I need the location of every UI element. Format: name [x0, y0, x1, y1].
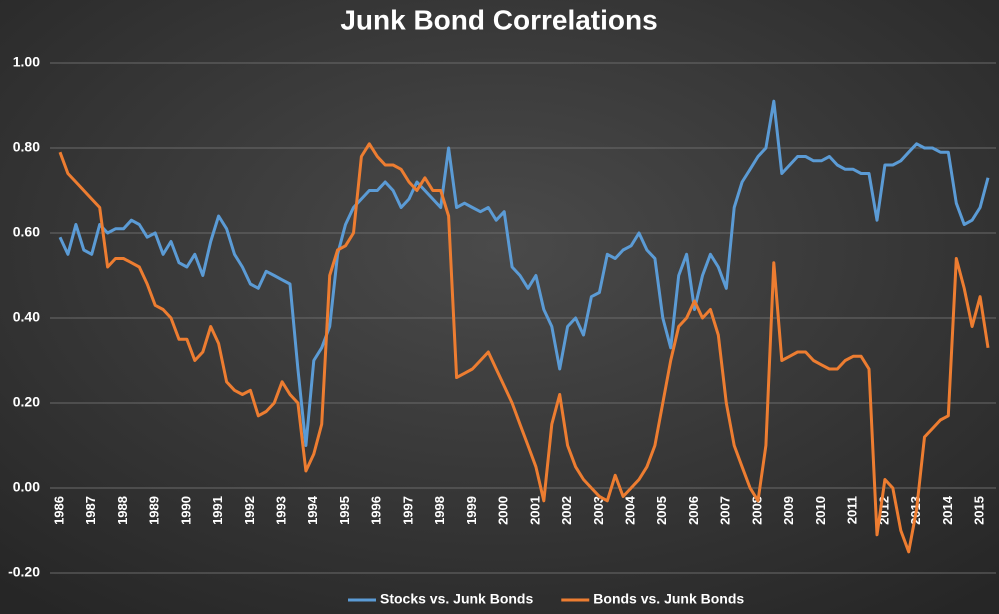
chart-title: Junk Bond Correlations: [340, 4, 657, 35]
x-tick-label: 2004: [623, 495, 638, 525]
x-tick-label: 2015: [972, 496, 987, 525]
y-tick-label: 0.80: [13, 139, 40, 155]
x-tick-label: 2011: [845, 496, 860, 524]
legend: Stocks vs. Junk Bonds Bonds vs. Junk Bond…: [348, 591, 744, 607]
y-tick-label: 0.60: [13, 224, 40, 240]
x-tick-label: 2003: [591, 496, 606, 525]
x-tick-label: 2001: [527, 496, 542, 525]
x-tick-label: 2005: [654, 496, 669, 525]
x-tick-label: 2014: [940, 495, 955, 525]
x-tick-label: 2010: [813, 496, 828, 525]
y-tick-label: -0.20: [8, 564, 40, 580]
x-tick-label: 2008: [749, 496, 764, 525]
series-line: [58, 99, 990, 447]
x-tick-label: 1995: [337, 496, 352, 525]
x-tick-label: 1996: [369, 496, 384, 525]
x-tick-label: 2002: [559, 496, 574, 525]
y-tick-label: 1.00: [13, 54, 40, 70]
x-tick-label: 2009: [781, 496, 796, 525]
x-tick-label: 1987: [83, 496, 98, 525]
y-tick-label: 0.40: [13, 309, 40, 325]
x-tick-label: 2000: [496, 496, 511, 525]
x-tick-label: 1997: [400, 496, 415, 525]
y-tick-label: 0.00: [13, 479, 40, 495]
legend-label: Stocks vs. Junk Bonds: [380, 591, 533, 607]
x-tick-label: 1988: [115, 496, 130, 525]
x-tick-label: 1990: [178, 496, 193, 525]
x-tick-label: 1994: [305, 495, 320, 525]
x-tick-label: 1991: [210, 496, 225, 525]
y-tick-label: 0.20: [13, 394, 40, 410]
x-tick-label: 1999: [464, 496, 479, 525]
x-tick-label: 2007: [718, 496, 733, 525]
x-tick-label: 1989: [147, 496, 162, 525]
x-tick-label: 1993: [274, 496, 289, 525]
x-tick-label: 1986: [51, 496, 66, 525]
x-tick-label: 1998: [432, 496, 447, 525]
x-tick-label: 2006: [686, 496, 701, 525]
legend-label: Bonds vs. Junk Bonds: [593, 591, 744, 607]
x-tick-label: 1992: [242, 496, 257, 525]
series-line: [58, 142, 990, 554]
